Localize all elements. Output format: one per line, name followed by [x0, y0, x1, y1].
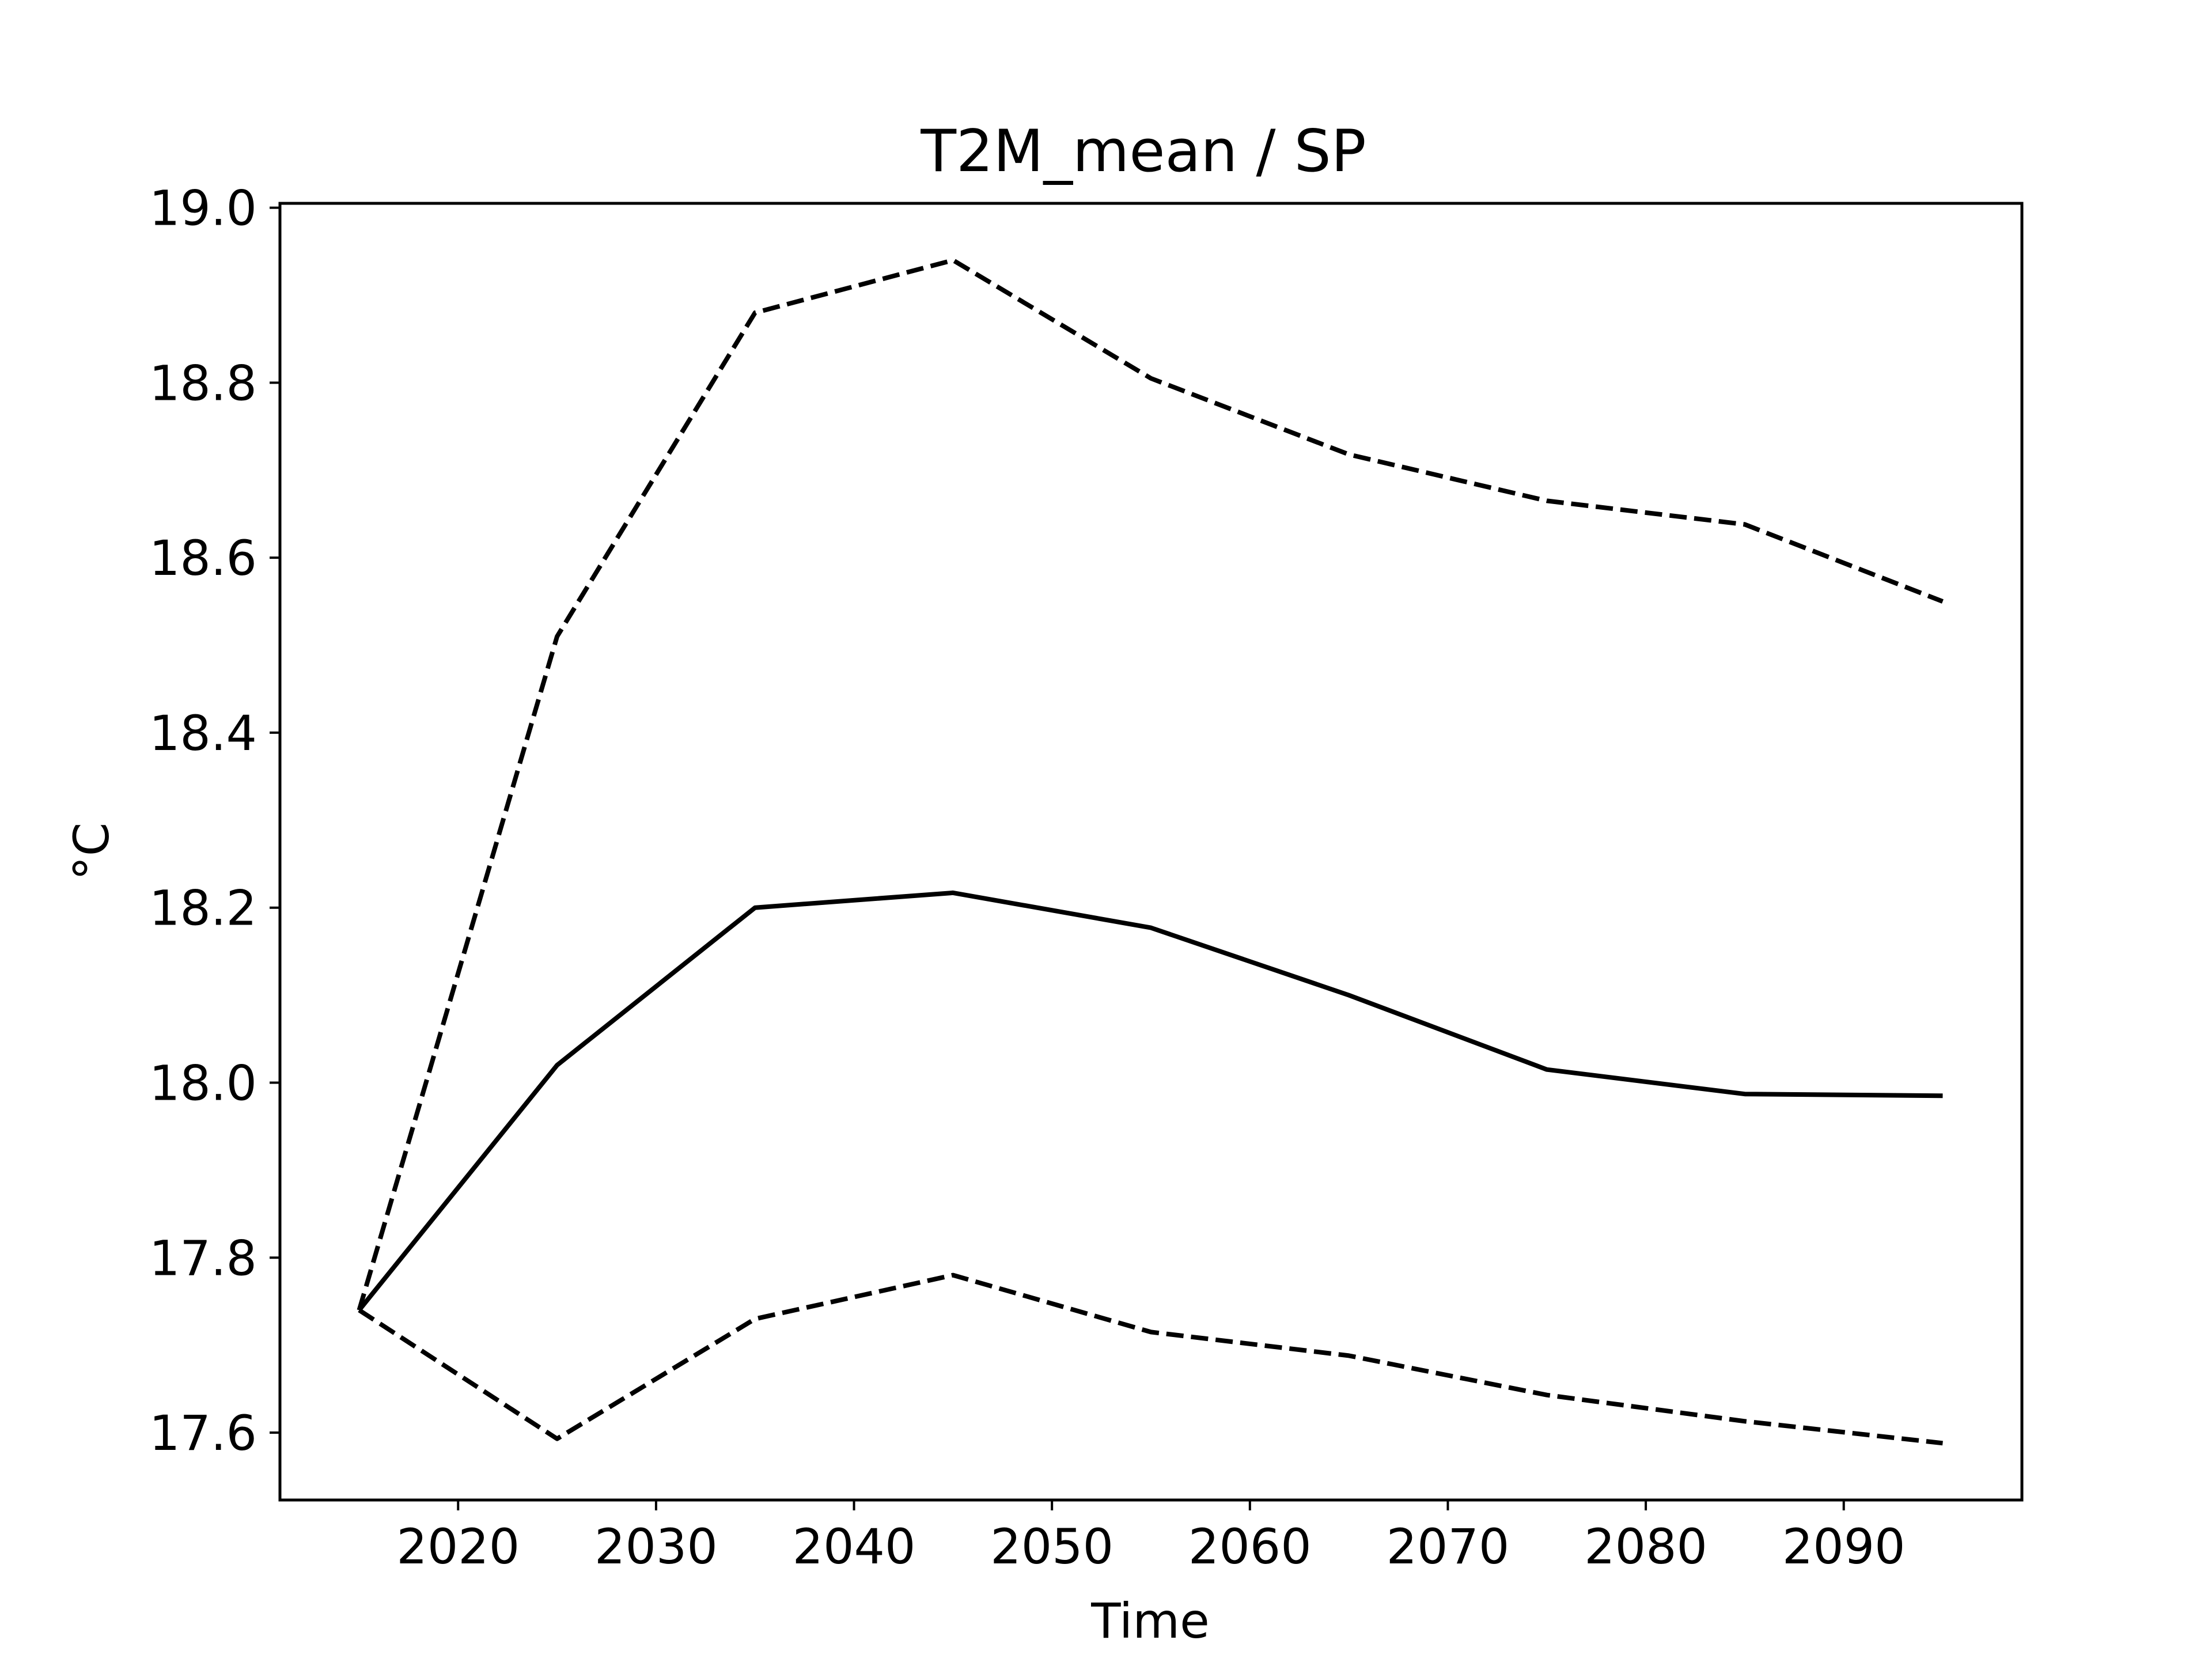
chart-title: T2M_mean / SP — [920, 117, 1366, 185]
x-tick-label: 2060 — [1188, 1518, 1312, 1575]
x-tick-label: 2040 — [793, 1518, 916, 1575]
x-tick-label: 2070 — [1387, 1518, 1510, 1575]
series-line-3 — [358, 1272, 1943, 1446]
y-tick-label: 18.4 — [149, 705, 257, 762]
series-line-2 — [357, 257, 1944, 1311]
y-tick-label: 17.8 — [149, 1230, 257, 1286]
x-tick-label: 2080 — [1584, 1518, 1707, 1575]
x-tick-label: 2030 — [594, 1518, 718, 1575]
y-tick-label: 18.6 — [149, 530, 257, 586]
plot-area — [357, 257, 1944, 1446]
y-tick-label: 19.0 — [149, 180, 257, 237]
series-line-1 — [357, 890, 1943, 1312]
y-axis-label: °C — [63, 823, 120, 881]
y-tick-label: 17.6 — [149, 1405, 257, 1461]
x-tick-label: 2090 — [1782, 1518, 1906, 1575]
x-tick-label: 2020 — [396, 1518, 520, 1575]
plot-frame — [278, 202, 2024, 1502]
y-tick-label: 18.8 — [149, 355, 257, 411]
y-axis: 17.6 17.8 18.0 18.2 18.4 18.6 18.8 19.0 — [149, 180, 280, 1461]
y-tick-label: 18.2 — [149, 880, 257, 937]
x-tick-label: 2050 — [990, 1518, 1113, 1575]
y-tick-label: 18.0 — [149, 1055, 257, 1111]
x-axis-label: Time — [1090, 1593, 1210, 1649]
x-axis: 2020 2030 2040 2050 2060 2070 2080 2090 — [396, 1500, 1906, 1575]
